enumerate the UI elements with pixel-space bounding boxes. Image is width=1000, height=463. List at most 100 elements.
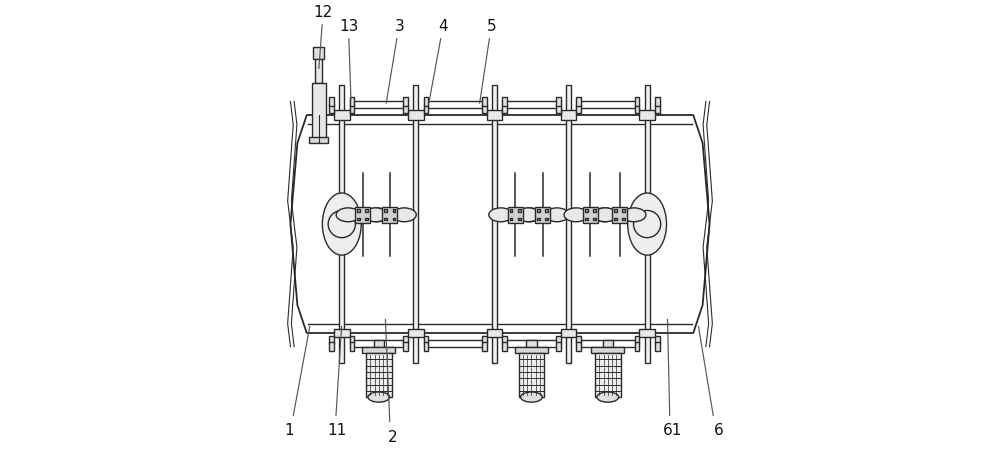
Bar [403,105,408,113]
Bar [329,343,334,351]
Text: 12: 12 [314,5,333,20]
Bar [357,210,360,213]
Bar [313,48,324,60]
Bar [519,353,544,397]
Ellipse shape [364,208,388,222]
Bar [576,336,581,344]
Bar [635,336,639,344]
Bar [502,336,507,344]
Ellipse shape [368,392,390,402]
Bar [487,329,502,337]
Bar [545,218,548,221]
Bar [408,111,424,121]
Bar [482,98,487,106]
Ellipse shape [489,208,513,222]
Bar [556,98,561,106]
Ellipse shape [597,392,619,402]
Text: 6: 6 [713,423,723,438]
Bar [374,340,384,347]
Bar [583,207,598,224]
Ellipse shape [564,208,588,222]
Bar [639,329,655,337]
Ellipse shape [365,208,389,222]
Ellipse shape [517,208,542,222]
Bar [362,347,395,353]
Bar [366,353,392,397]
Bar [334,329,350,337]
Bar [585,210,588,213]
Bar [329,98,334,106]
Bar [655,336,660,344]
Bar [635,98,639,106]
Text: 11: 11 [328,423,347,438]
Bar [585,218,588,221]
Bar [309,138,328,144]
Bar [556,336,561,344]
Bar [365,210,368,213]
Bar [593,218,596,221]
Bar [315,60,322,84]
Bar [403,336,408,344]
Bar [576,343,581,351]
Ellipse shape [322,194,361,256]
Bar [561,111,576,121]
Bar [408,329,424,337]
Bar [537,210,548,220]
Bar [603,340,613,347]
Bar [482,343,487,351]
Bar [556,343,561,351]
Text: 61: 61 [662,423,682,438]
Bar [510,210,520,220]
Bar [334,111,350,121]
Bar [526,340,537,347]
Ellipse shape [545,208,569,222]
Bar [424,336,428,344]
Bar [393,210,395,213]
Bar [357,210,368,220]
Bar [424,343,428,351]
Bar [645,86,650,363]
Bar [508,207,523,224]
Bar [655,105,660,113]
Text: 13: 13 [339,19,358,33]
Bar [518,218,521,221]
Bar [492,86,497,363]
Bar [350,336,354,344]
Bar [537,218,540,221]
Bar [614,210,617,213]
Bar [482,105,487,113]
Bar [424,105,428,113]
Bar [312,84,326,139]
Bar [487,111,502,121]
Ellipse shape [628,194,667,256]
Bar [585,210,596,220]
Bar [355,207,370,224]
Bar [403,343,408,351]
Bar [635,105,639,113]
Bar [365,218,368,221]
Bar [635,343,639,351]
Bar [510,210,512,213]
Ellipse shape [516,208,540,222]
Ellipse shape [593,208,617,222]
Text: 5: 5 [487,19,497,33]
Text: 2: 2 [387,430,397,444]
Bar [510,218,512,221]
Bar [639,111,655,121]
Bar [350,343,354,351]
Bar [329,105,334,113]
Bar [566,86,571,363]
Bar [515,347,548,353]
Bar [622,210,625,213]
Bar [518,210,521,213]
Ellipse shape [622,208,646,222]
Bar [545,210,548,213]
Bar [403,98,408,106]
Bar [350,98,354,106]
Bar [614,210,625,220]
Bar [561,329,576,337]
Bar [424,98,428,106]
Ellipse shape [521,392,542,402]
Bar [393,218,395,221]
Bar [614,218,617,221]
